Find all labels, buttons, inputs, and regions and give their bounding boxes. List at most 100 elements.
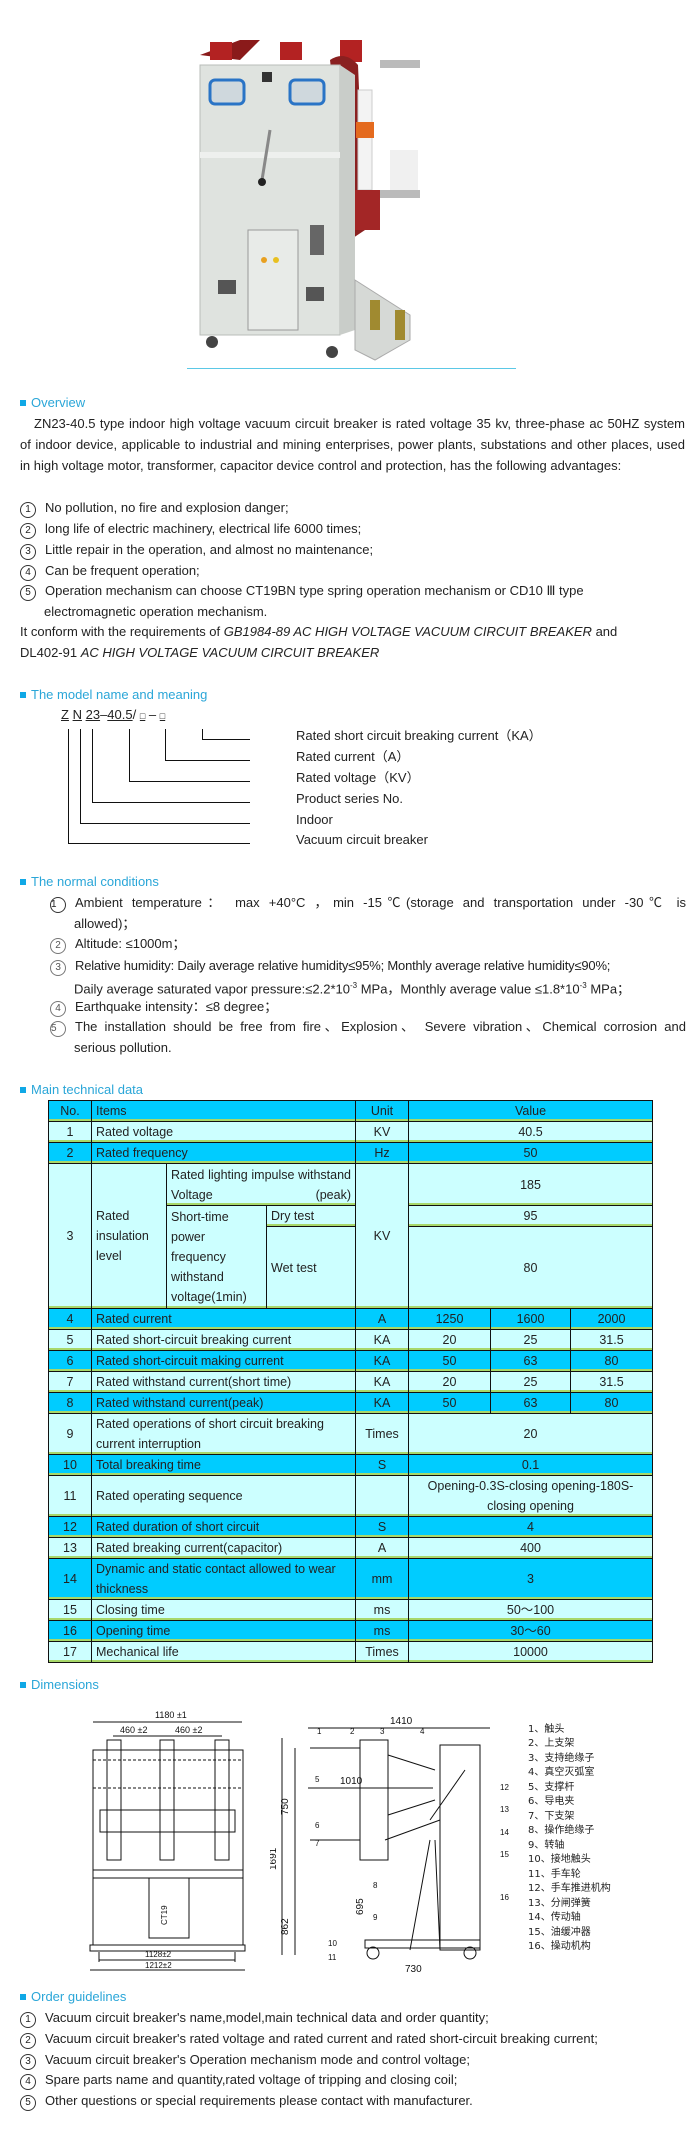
circled-number: 4 bbox=[20, 565, 36, 581]
row-item: Opening time bbox=[91, 1620, 356, 1642]
row-unit: ms bbox=[355, 1599, 409, 1621]
row-value: 50 bbox=[408, 1392, 491, 1414]
row-unit: KA bbox=[355, 1350, 409, 1372]
order-item-4: 4 Spare parts name and quantity,rated vol… bbox=[20, 2069, 457, 2090]
overview-heading: Overview bbox=[20, 395, 85, 411]
code-slash: / bbox=[132, 707, 137, 722]
order-heading-text: Order guidelines bbox=[31, 1989, 127, 2004]
model-label-rated-current: Rated current（A） bbox=[296, 749, 410, 764]
row-unit: KA bbox=[355, 1371, 409, 1393]
callout-11: 11 bbox=[328, 1953, 337, 1962]
dim-1691: 1691 bbox=[270, 1847, 279, 1870]
dim-track: 1128±2 bbox=[145, 1950, 172, 1959]
model-label-series: Product series No. bbox=[296, 791, 403, 806]
overview-heading-text: Overview bbox=[31, 395, 86, 410]
row-value: 63 bbox=[490, 1350, 571, 1372]
row-no: 12 bbox=[48, 1516, 92, 1538]
product-photo bbox=[199, 40, 420, 361]
side-view-drawing: 1410 1010 750 1691 862 695 730 1 2 3 4 5… bbox=[270, 1716, 509, 1972]
circled-number: 3 bbox=[20, 2054, 36, 2070]
callout-4: 4 bbox=[420, 1727, 425, 1736]
advantage-item-5: 5 Operation mechanism can choose CT19BN t… bbox=[20, 580, 584, 601]
advantage-text-cont: electromagnetic operation mechanism. bbox=[44, 604, 268, 619]
dim-width: 1180 ±1 bbox=[155, 1710, 187, 1720]
legend-item: 14、传动轴 bbox=[528, 1912, 581, 1923]
table-row: 12 Rated duration of short circuit S 4 bbox=[48, 1516, 654, 1538]
callout-5: 5 bbox=[315, 1775, 320, 1784]
row-item: Rated duration of short circuit bbox=[91, 1516, 356, 1538]
table-row: 16 Opening time ms 30～60 bbox=[48, 1620, 654, 1642]
bullet-square-icon bbox=[20, 1682, 26, 1688]
standard-dl-title: AC HIGH VOLTAGE VACUUM CIRCUIT BREAKER bbox=[80, 645, 380, 660]
row-no: 11 bbox=[48, 1475, 92, 1517]
vapor-monthly: MPa，Monthly average value ≤1.8*10 bbox=[357, 981, 580, 997]
table-row-insulation-wet: Wet test 80 bbox=[49, 1226, 654, 1309]
row-value: 50 bbox=[408, 1350, 491, 1372]
bullet-square-icon bbox=[20, 1994, 26, 2000]
circled-number: 1 bbox=[50, 897, 66, 913]
callout-6: 6 bbox=[315, 1821, 320, 1830]
legend-item: 16、操动机构 bbox=[528, 1941, 591, 1952]
row-subitem-wet: Wet test bbox=[266, 1226, 356, 1309]
legend-item: 5、支撑杆 bbox=[528, 1782, 575, 1793]
model-label-rated-voltage: Rated voltage（KV） bbox=[296, 770, 420, 785]
row-value: 80 bbox=[569, 1392, 654, 1414]
row-value: 20 bbox=[408, 1371, 491, 1393]
bullet-square-icon bbox=[20, 400, 26, 406]
row-item: Mechanical life bbox=[91, 1641, 356, 1663]
row-no: 13 bbox=[48, 1537, 92, 1559]
row-no: 16 bbox=[48, 1620, 92, 1642]
table-row: 8 Rated withstand current(peak) KA 50 63 80 bbox=[48, 1392, 654, 1414]
row-unit: A bbox=[355, 1308, 409, 1330]
row-unit: KV bbox=[355, 1121, 409, 1143]
order-item-1: 1 Vacuum circuit breaker's name,model,mai… bbox=[20, 2007, 489, 2028]
photo-divider bbox=[187, 368, 516, 369]
condition-item-4: 4 Earthquake intensity：≤8 degree； bbox=[50, 996, 277, 1017]
row-subitem-power-frequency: Short-time power frequency withstand vol… bbox=[166, 1205, 267, 1309]
row-value: 3 bbox=[407, 1558, 654, 1600]
code-voltage: 40.5 bbox=[107, 707, 133, 722]
header-items: Items bbox=[91, 1100, 356, 1122]
row-value: 25 bbox=[490, 1329, 571, 1351]
circled-number: 4 bbox=[20, 2074, 36, 2090]
order-text: Vacuum circuit breaker's Operation mecha… bbox=[45, 2052, 470, 2067]
table-row: 13 Rated breaking current(capacitor) A 400 bbox=[48, 1537, 654, 1559]
row-unit: Times bbox=[355, 1641, 409, 1663]
circled-number: 5 bbox=[50, 1021, 66, 1037]
standard-dl: DL402-91 bbox=[20, 645, 81, 660]
row-item: Rated short-circuit breaking current bbox=[91, 1329, 356, 1351]
row-unit: mm bbox=[355, 1558, 409, 1600]
code-box-breaking: □ bbox=[159, 711, 166, 721]
conform-text: It conform with the requirements of bbox=[20, 624, 224, 639]
dim-730: 730 bbox=[405, 1964, 422, 1972]
row-item: Rated breaking current(capacitor) bbox=[91, 1537, 356, 1559]
front-view-drawing: 1180 ±1 460 ±2 460 ±2 CT19 1128±2 1212±2 bbox=[89, 1710, 246, 1971]
condition-item-3: 3 Relative humidity: Daily average relati… bbox=[50, 955, 610, 976]
callout-numbers: 1 2 3 4 5 6 7 8 9 10 11 12 13 14 15 16 bbox=[315, 1727, 509, 1962]
row-value: 185 bbox=[407, 1163, 654, 1206]
row-item: Dynamic and static contact allowed to we… bbox=[91, 1558, 356, 1600]
row-unit: Hz bbox=[355, 1142, 409, 1164]
table-row-insulation: 3 Rated insulation level Rated lighting … bbox=[48, 1163, 654, 1309]
circled-number: 2 bbox=[50, 938, 66, 954]
row-value: 1250 bbox=[408, 1308, 491, 1330]
row-value: 2000 bbox=[569, 1308, 654, 1330]
table-row: 7 Rated withstand current(short time) KA 20… bbox=[48, 1371, 654, 1393]
row-value: 31.5 bbox=[569, 1329, 654, 1351]
dimensions-heading: Dimensions bbox=[20, 1677, 99, 1693]
bullet-square-icon bbox=[20, 692, 26, 698]
table-row: 10 Total breaking time S 0.1 bbox=[48, 1454, 654, 1476]
order-item-3: 3 Vacuum circuit breaker's Operation mech… bbox=[20, 2049, 470, 2070]
table-row: 17 Mechanical life Times 10000 bbox=[48, 1641, 654, 1663]
row-no: 6 bbox=[48, 1350, 92, 1372]
row-value: 40.5 bbox=[407, 1121, 654, 1143]
legend-item: 6、导电夹 bbox=[528, 1796, 575, 1807]
table-row: 11 Rated operating sequence Opening-0.3S-c… bbox=[48, 1475, 654, 1517]
row-no: 15 bbox=[48, 1599, 92, 1621]
mech-label: CT19 bbox=[160, 1905, 169, 1925]
overview-paragraph: ZN23-40.5 type indoor high voltage vacuu… bbox=[20, 416, 685, 473]
table-row-insulation-power: Short-time power frequency withstand vol… bbox=[49, 1205, 654, 1309]
order-item-5: 5 Other questions or special requirements… bbox=[20, 2090, 473, 2111]
circled-number: 1 bbox=[20, 2012, 36, 2028]
row-unit: A bbox=[355, 1537, 409, 1559]
